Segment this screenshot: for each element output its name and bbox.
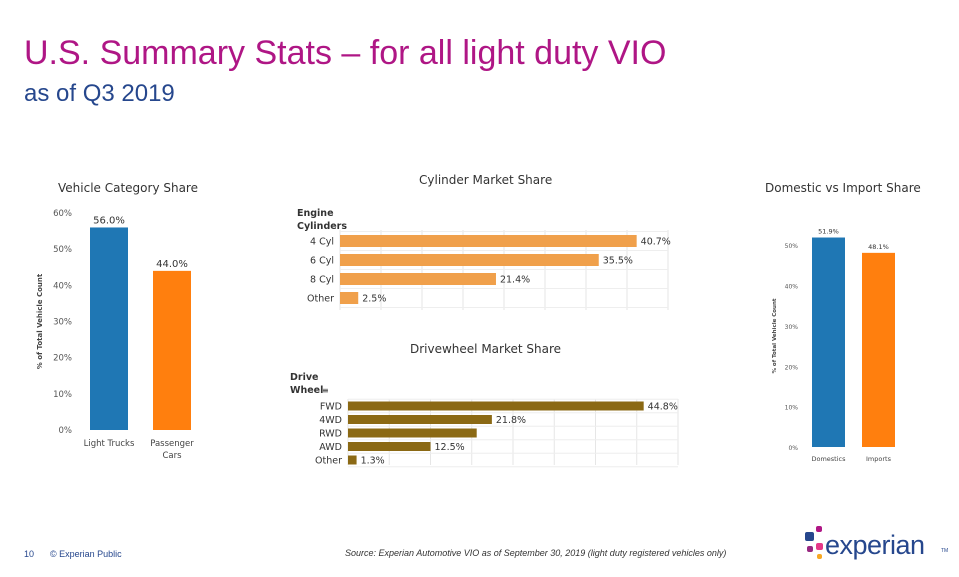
cylinder-bar	[340, 273, 496, 285]
vehicle-category-ytick-label: 0%	[59, 426, 73, 436]
vehicle-category-category-label: Cars	[162, 451, 182, 461]
drivewheel-category-label: RWD	[319, 429, 342, 440]
vehicle-category-chart: 0% 10% 20% 30% 40% 50% 60% % of Total Vehicle C…	[36, 209, 194, 461]
domestic-import-category-label: Imports	[866, 455, 892, 463]
cylinder-value-label: 21.4%	[500, 275, 530, 286]
drivewheel-bar	[348, 415, 492, 424]
domestic-import-ytick-label: 10%	[785, 405, 799, 412]
cylinder-category-label: 6 Cyl	[310, 256, 334, 267]
logo-dot	[805, 532, 814, 541]
cylinder-axis-label: Cylinders	[297, 221, 347, 232]
vehicle-category-ytick-label: 60%	[53, 209, 72, 219]
page-subtitle: as of Q3 2019	[24, 80, 175, 107]
domestic-import-ytick-label: 40%	[785, 284, 799, 291]
page-number: 10	[24, 549, 35, 559]
logo-dot	[816, 526, 822, 532]
drivewheel-chart: Drive Wheel FWD 44.8% 4WD 21.8% RWD AWD 12.5% Oth…	[290, 372, 679, 468]
drivewheel-category-label: FWD	[320, 402, 342, 413]
source-note: Source: Experian Automotive VIO as of Se…	[345, 548, 727, 558]
domestic-import-bar	[812, 237, 845, 447]
domestic-import-value-label: 51.9%	[818, 228, 839, 236]
cylinder-chart-title: Cylinder Market Share	[419, 173, 553, 187]
cylinder-chart: Engine Cylinders 4 Cyl 40.7% 6 Cyl 35.5% 8 Cyl…	[297, 208, 671, 310]
drivewheel-category-label: Other	[315, 456, 342, 467]
drivewheel-value-label: 1.3%	[361, 456, 385, 467]
vehicle-category-bar	[153, 270, 191, 430]
logo-dot	[817, 554, 822, 559]
drivewheel-value-label: 12.5%	[435, 442, 465, 453]
page-title: U.S. Summary Stats – for all light duty …	[24, 34, 667, 72]
vehicle-category-ytick-label: 10%	[53, 390, 72, 400]
vehicle-category-value-label: 56.0%	[93, 215, 125, 226]
domestic-import-bar	[862, 252, 895, 447]
vehicle-category-chart-title: Vehicle Category Share	[58, 181, 198, 195]
domestic-import-ytick-label: 30%	[785, 324, 799, 331]
vehicle-category-y-axis-label: % of Total Vehicle Count	[36, 273, 44, 369]
drivewheel-value-label: 21.8%	[496, 415, 526, 426]
cylinder-value-label: 2.5%	[362, 294, 386, 305]
vehicle-category-value-label: 44.0%	[156, 259, 188, 270]
cylinder-value-label: 40.7%	[641, 237, 671, 248]
drivewheel-bar	[348, 442, 431, 451]
domestic-import-ytick-label: 20%	[785, 364, 799, 371]
domestic-import-value-label: 48.1%	[868, 243, 889, 251]
drivewheel-category-label: AWD	[319, 442, 342, 453]
domestic-import-y-axis-label: % of Total Vehicle Count	[772, 298, 778, 373]
experian-logo: experian TM	[805, 522, 955, 572]
logo-wordmark: experian	[825, 530, 925, 560]
domestic-import-ytick-label: 0%	[788, 445, 798, 452]
drivewheel-bar	[348, 401, 644, 411]
vehicle-category-ytick-label: 20%	[53, 354, 72, 364]
cylinder-bar	[340, 254, 599, 266]
drivewheel-category-label: 4WD	[319, 415, 342, 426]
vehicle-category-category-label: Light Trucks	[84, 439, 135, 449]
drivewheel-bar	[348, 455, 357, 465]
sort-icon: ≡	[322, 386, 329, 395]
cylinder-bar	[340, 235, 637, 247]
domestic-import-chart-title: Domestic vs Import Share	[765, 181, 921, 195]
drivewheel-axis-label: Drive	[290, 372, 318, 383]
drivewheel-value-label: 44.8%	[648, 402, 678, 413]
vehicle-category-ytick-label: 30%	[53, 318, 72, 328]
cylinder-value-label: 35.5%	[603, 256, 633, 267]
drivewheel-axis-label: Wheel	[290, 385, 323, 396]
domestic-import-chart: 0% 10% 20% 30% 40% 50% % of Total Vehicle Coun…	[772, 228, 895, 463]
domestic-import-category-label: Domestics	[811, 455, 846, 463]
logo-dot	[807, 546, 813, 552]
logo-dot	[816, 543, 823, 550]
cylinder-category-label: 8 Cyl	[310, 275, 334, 286]
vehicle-category-category-label: Passenger	[150, 439, 194, 449]
vehicle-category-ytick-label: 50%	[53, 245, 72, 255]
vehicle-category-bar	[90, 227, 128, 430]
vehicle-category-ytick-label: 40%	[53, 281, 72, 291]
domestic-import-ytick-label: 50%	[785, 243, 799, 250]
drivewheel-bar	[348, 428, 477, 438]
cylinder-category-label: Other	[307, 294, 334, 305]
cylinder-category-label: 4 Cyl	[310, 237, 334, 248]
cylinder-axis-label: Engine	[297, 208, 334, 219]
classification-label: © Experian Public	[50, 549, 122, 559]
drivewheel-chart-title: Drivewheel Market Share	[410, 342, 562, 356]
cylinder-bar	[340, 292, 359, 304]
logo-trademark: TM	[941, 548, 949, 554]
